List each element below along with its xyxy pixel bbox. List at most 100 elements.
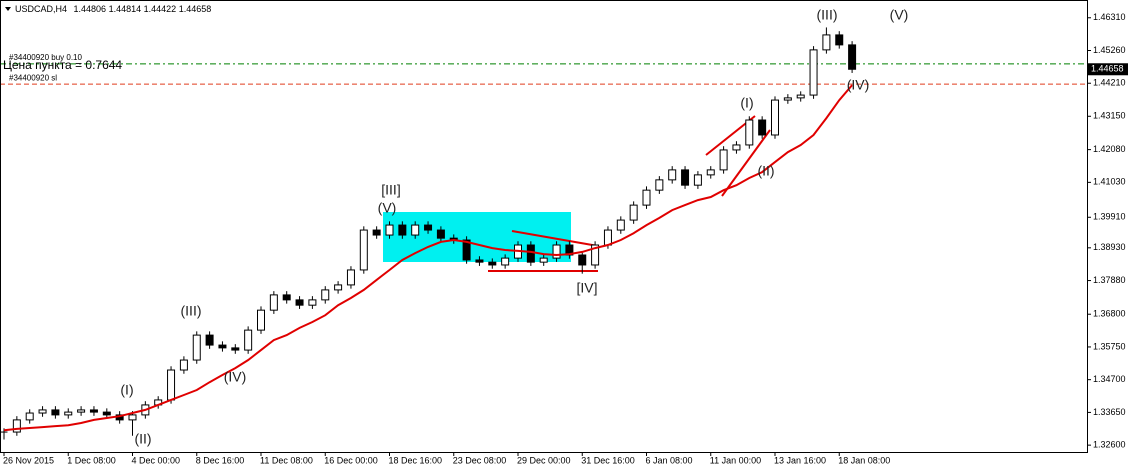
- wave-label: (III): [181, 303, 202, 319]
- y-tick-label: 1.37880: [1093, 275, 1126, 285]
- candle-body: [77, 409, 86, 413]
- candle-body: [38, 409, 47, 414]
- y-tick-label: 1.38930: [1093, 242, 1126, 252]
- candle-body: [732, 144, 741, 151]
- wave-label: (II): [757, 163, 774, 179]
- candle-body: [552, 244, 561, 259]
- x-tick-label: 18 Jan 08:00: [838, 455, 890, 465]
- x-tick-label: 13 Jan 16:00: [774, 455, 826, 465]
- candle-body: [745, 119, 754, 146]
- order-label: #34400920 buy 0.10: [9, 53, 83, 62]
- candle-body: [257, 309, 265, 331]
- candle-body: [205, 334, 214, 346]
- candle-body: [655, 179, 664, 191]
- candle-body: [758, 119, 767, 136]
- candle-body: [809, 49, 818, 96]
- plot-frame: [0, 0, 1088, 453]
- plot-area: #34400920 buy 0.10 #34400920 sl: [0, 27, 1087, 440]
- candle-body: [706, 169, 715, 176]
- menu-icon: [5, 7, 11, 11]
- chart-header: USDCAD,H4 1.44806 1.44814 1.44422 1.4465…: [15, 4, 211, 14]
- candle-body: [616, 219, 625, 231]
- wave-label: (III): [817, 7, 838, 23]
- y-tick-label: 1.34700: [1093, 374, 1126, 384]
- x-tick-label: 31 Dec 16:00: [581, 455, 635, 465]
- candle-body: [102, 411, 111, 416]
- y-tick-label: 1.46310: [1093, 12, 1126, 22]
- ohlc-high: 1.44814: [109, 4, 142, 14]
- x-tick-label: 6 Jan 08:00: [646, 455, 693, 465]
- candle-body: [424, 224, 433, 231]
- candle-body: [89, 409, 98, 413]
- candle-body: [269, 294, 278, 311]
- candle-body: [436, 229, 445, 239]
- y-tick-label: 1.39910: [1093, 212, 1126, 222]
- x-tick-label: 23 Dec 08:00: [453, 455, 507, 465]
- candle-body: [783, 97, 792, 101]
- candle-body: [501, 257, 510, 266]
- ohlc-open: 1.44806: [74, 4, 107, 14]
- current-price-label: 1.44658: [1091, 64, 1124, 74]
- y-tick-label: 1.32600: [1093, 440, 1126, 450]
- candle-body: [462, 239, 471, 261]
- candle-body: [771, 99, 779, 136]
- candle-body: [179, 359, 188, 371]
- wave-label: (II): [134, 431, 151, 447]
- candle-body: [539, 257, 548, 263]
- candle-body: [398, 224, 407, 236]
- moving-average: [3, 84, 853, 432]
- wave-label: (V): [378, 200, 397, 216]
- candle-body: [218, 344, 227, 349]
- current-price-box: [1088, 63, 1128, 76]
- candle-body: [308, 299, 317, 306]
- trendline: [721, 129, 771, 197]
- candle-body: [12, 419, 21, 433]
- candle-body: [629, 204, 638, 221]
- candle-body: [128, 414, 137, 421]
- y-tick-label: 1.41030: [1093, 177, 1126, 187]
- candle-body: [719, 149, 728, 171]
- candle-body: [51, 409, 60, 416]
- wave-label: (I): [120, 382, 133, 398]
- x-tick-label: 16 Dec 00:00: [324, 455, 378, 465]
- wave-label: (IV): [224, 369, 247, 385]
- y-tick-label: 1.43150: [1093, 111, 1126, 121]
- wave-label: (I): [740, 95, 753, 111]
- candle-body: [526, 244, 535, 263]
- trendline: [511, 230, 599, 247]
- y-tick-label: 1.44210: [1093, 78, 1126, 88]
- symbol: USDCAD,H4: [15, 4, 67, 14]
- y-tick-label: 1.36800: [1093, 309, 1126, 319]
- candle-body: [668, 169, 677, 181]
- x-tick-label: 8 Dec 16:00: [196, 455, 245, 465]
- ohlc-close: 1.44658: [179, 4, 212, 14]
- x-tick-label: 1 Dec 08:00: [67, 455, 116, 465]
- candle-body: [359, 229, 368, 271]
- candle-body: [321, 289, 330, 301]
- candle-body: [411, 224, 420, 236]
- y-tick-label: 1.35750: [1093, 341, 1126, 351]
- x-tick-label: 4 Dec 00:00: [132, 455, 181, 465]
- candle-body: [642, 189, 651, 206]
- candle-body: [385, 224, 394, 236]
- y-tick-label: 1.42080: [1093, 144, 1126, 154]
- candle-body: [835, 34, 844, 46]
- candle-body: [295, 299, 304, 306]
- wave-label: (V): [890, 7, 909, 23]
- candle-body: [681, 169, 690, 186]
- ohlc-low: 1.44422: [144, 4, 177, 14]
- candle-body: [848, 44, 857, 70]
- candle-body: [25, 412, 34, 421]
- candle-body: [192, 334, 201, 361]
- wave-label: [IV]: [576, 280, 597, 296]
- candle-body: [603, 229, 612, 246]
- candle-body: [231, 347, 240, 351]
- y-tick-label: 1.45260: [1093, 45, 1126, 55]
- candle-body: [346, 269, 355, 286]
- order-label: #34400920 sl: [9, 73, 57, 82]
- point-value-info: Цена пункта = 0.7644: [3, 58, 122, 72]
- candle-body: [488, 261, 497, 266]
- candle-body: [578, 254, 587, 266]
- wave-label: (IV): [847, 77, 870, 93]
